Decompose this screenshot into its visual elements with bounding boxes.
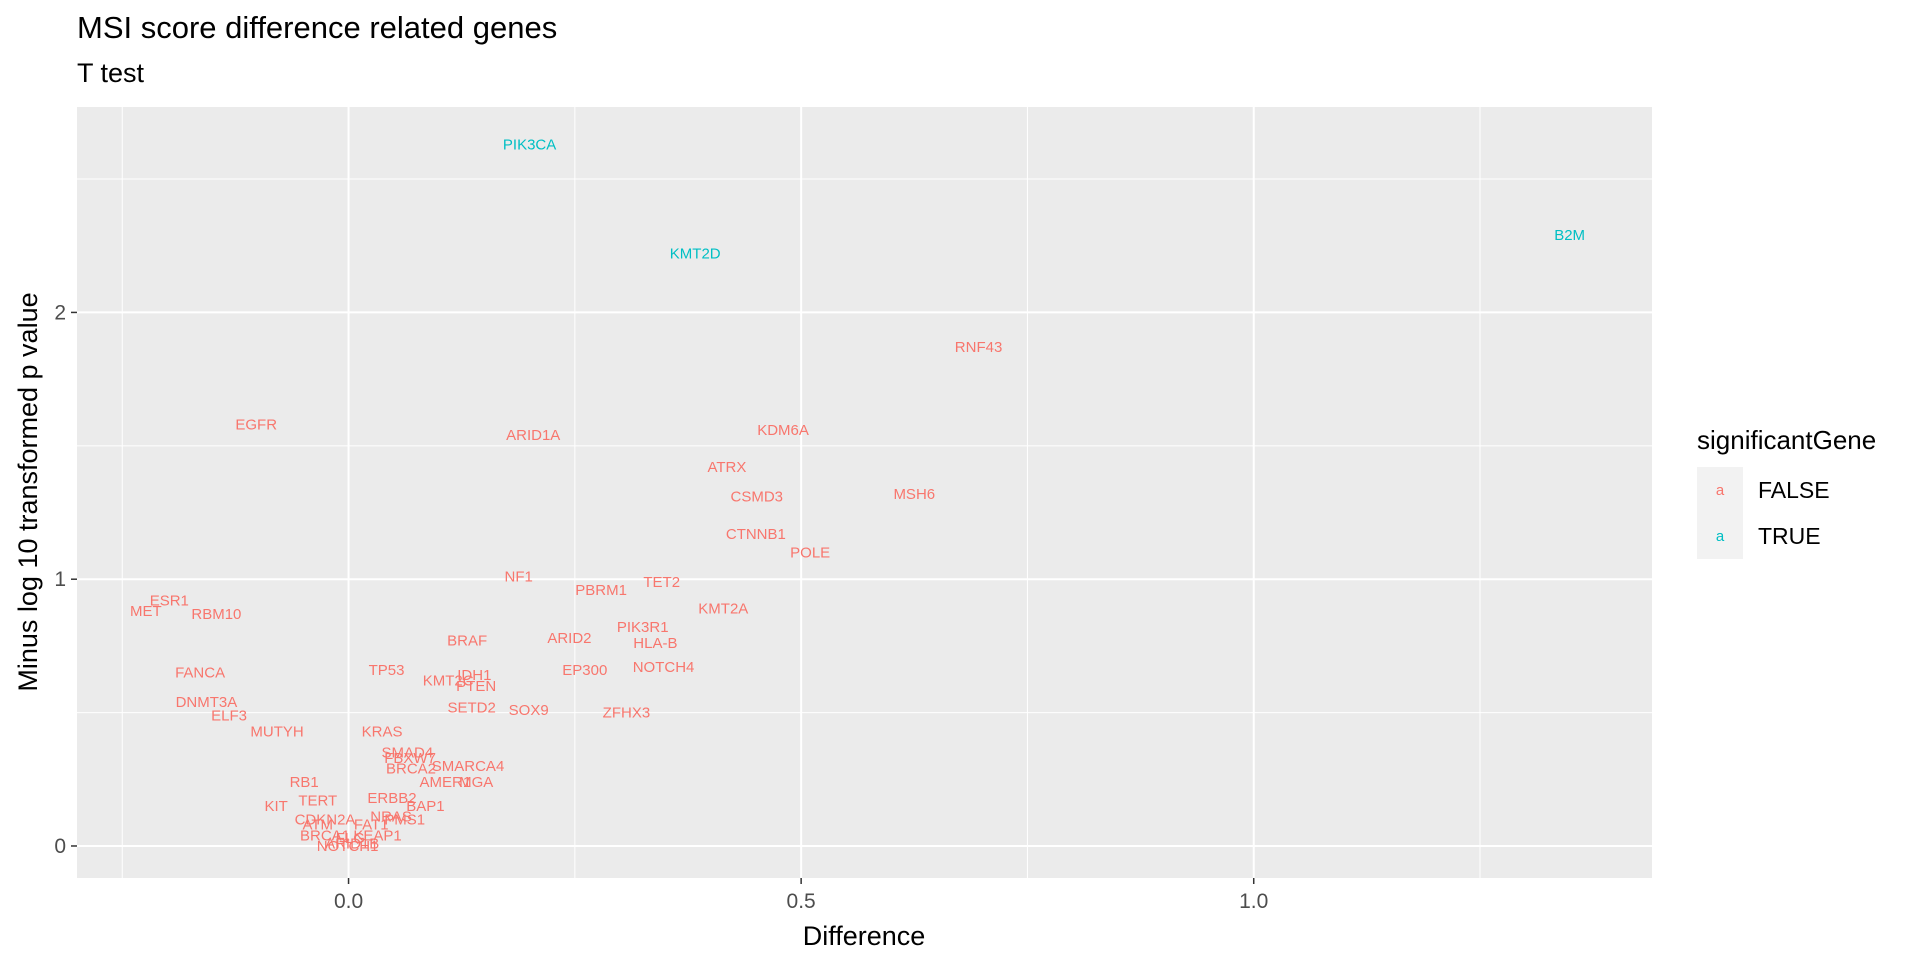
gene-label-elf3: ELF3 [211,707,247,724]
gene-label-idh1: IDH1 [457,667,491,684]
gene-label-cdkn2a: CDKN2A [295,811,356,828]
gene-label-pik3ca: PIK3CA [503,136,556,153]
y-tick-label: 0 [54,835,66,858]
gene-label-arid1a: ARID1A [506,427,560,444]
gene-label-egfr: EGFR [235,416,277,433]
gene-label-met: MET [130,603,162,620]
gene-label-pten: PTEN [456,678,496,695]
gene-label-esr1: ESR1 [150,593,189,610]
y-tick-label: 2 [54,301,66,324]
gene-label-ep300: EP300 [562,662,607,679]
gene-label-erbb2: ERBB2 [367,790,416,807]
x-tick-label: 0.5 [787,890,816,913]
gene-label-csmd3: CSMD3 [731,489,784,506]
gene-label-sox9: SOX9 [509,702,549,719]
gene-label-atrx: ATRX [707,459,746,476]
gene-label-bap1: BAP1 [406,798,444,815]
gene-label-dnmt3a: DNMT3A [176,694,238,711]
gene-label-kit: KIT [264,798,287,815]
gene-label-fbxw7: FBXW7 [384,750,436,767]
gene-label-kmt2c: KMT2C [423,673,474,690]
x-tick-label: 0.0 [334,890,363,913]
gene-label-tp53: TP53 [369,662,405,679]
gene-label-kras: KRAS [362,723,403,740]
gene-label-rnf43: RNF43 [955,339,1003,356]
gene-label-fat1: FAT1 [354,817,389,834]
data-labels: PIK3CA KMT2D B2M RNF43 EGFR ARID1A KDM6A ATRX MS… [130,136,1585,855]
gene-label-mutyh: MUTYH [250,723,303,740]
gene-label-tet2: TET2 [643,574,680,591]
gene-label-brca1: BRCA1 [300,827,350,844]
x-tick-label: 1.0 [1239,890,1268,913]
legend-label-true: TRUE [1758,523,1821,549]
x-axis-title: Difference [803,921,926,951]
gene-label-smad4: SMAD4 [382,745,434,762]
gene-label-rb1: RB1 [290,774,319,791]
gene-label-nf1: NF1 [505,569,533,586]
legend-label-false: FALSE [1758,477,1830,503]
chart-subtitle: T test [77,58,145,88]
gene-label-notch1: NOTCH1 [317,838,379,855]
gene-label-rbm10: RBM10 [191,606,241,623]
gene-label-notch4: NOTCH4 [633,659,695,676]
legend-key-false [1697,467,1743,513]
gene-label-kmt2a: KMT2A [698,601,748,618]
gene-label-zfhx3: ZFHX3 [603,705,651,722]
gene-label-kdm6a: KDM6A [757,422,809,439]
gene-label-amer1: AMER1 [420,774,472,791]
gene-label-pik3r1: PIK3R1 [617,619,669,636]
y-tick-label: 1 [54,568,66,591]
axes: 0.0 0.5 1.0 0 1 2 [54,301,1268,913]
legend-key-glyph: a [1716,482,1725,499]
plot-panel [77,107,1652,878]
gene-label-smarca4: SMARCA4 [432,758,505,775]
gene-label-arid2: ARID2 [547,630,591,647]
gene-label-braf: BRAF [447,633,487,650]
gene-label-setd2: SETD2 [447,699,495,716]
gene-label-ctnnb1: CTNNB1 [726,526,786,543]
gene-label-keap1: KEAP1 [353,827,401,844]
gene-label-pbrm1: PBRM1 [575,582,627,599]
gene-label-pms1: PMS1 [384,811,425,828]
gene-label-kmt2d: KMT2D [670,246,721,263]
chart-title: MSI score difference related genes [77,10,558,45]
gene-label-tert: TERT [298,793,337,810]
gene-label-flg: FLG [336,830,365,847]
gene-label-mga: MGA [459,774,493,791]
gene-label-nras: NRAS [370,809,412,826]
gene-label-arid1b: ARID1B [325,835,379,852]
legend-key-glyph: a [1716,528,1725,545]
gene-label-brca2: BRCA2 [386,761,436,778]
gene-label-b2m: B2M [1554,227,1585,244]
gene-label-msh6: MSH6 [893,486,935,503]
gene-label-hla-b: HLA-B [633,635,677,652]
gene-label-atm: ATM [302,817,333,834]
legend-key-true [1697,513,1743,559]
gene-label-pole: POLE [790,545,830,562]
gene-label-fanca: FANCA [175,665,225,682]
grid-lines [77,107,1652,878]
legend: significantGene a FALSE a TRUE [1697,425,1876,559]
y-axis-title: Minus log 10 transformed p value [13,292,43,691]
legend-title: significantGene [1697,425,1876,455]
